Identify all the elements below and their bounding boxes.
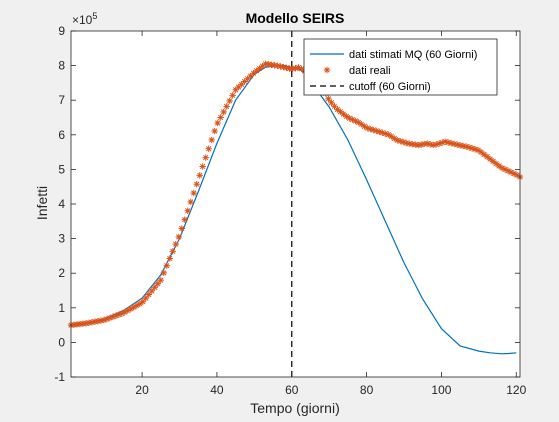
- y-tick-label: 9: [58, 24, 65, 38]
- data-point-reali: [367, 125, 374, 133]
- x-tick-label: 100: [431, 383, 451, 397]
- data-point-reali: [501, 166, 509, 173]
- data-point-reali: [202, 154, 209, 161]
- data-point-reali: [217, 114, 224, 121]
- y-axis-exponent-base: ×10: [72, 13, 93, 27]
- series-layer: [67, 31, 524, 377]
- legend-label-reali: dati reali: [349, 65, 391, 77]
- data-point-reali: [199, 163, 206, 170]
- legend-label-cutoff: cutoff (60 Giorni): [349, 81, 431, 93]
- data-point-reali: [196, 172, 203, 179]
- data-point-reali: [438, 139, 446, 146]
- data-point-reali: [325, 95, 332, 103]
- y-axis-label: Infetti: [34, 186, 50, 220]
- data-point-reali: [187, 198, 194, 206]
- y-tick-label: 0: [58, 335, 65, 349]
- data-point-reali: [223, 103, 230, 110]
- legend-swatch-star: [323, 66, 331, 74]
- legend: dati stimati MQ (60 Giorni) dati reali c…: [303, 38, 498, 96]
- x-tick-label: 80: [360, 383, 374, 397]
- data-point-reali: [181, 216, 188, 223]
- y-tick-label: 4: [58, 197, 65, 211]
- y-tick-label: -1: [54, 370, 65, 384]
- data-point-reali: [160, 269, 167, 277]
- y-tick-label: 8: [58, 59, 65, 73]
- data-point-reali: [190, 189, 197, 197]
- legend-label-stimati: dati stimati MQ (60 Giorni): [349, 49, 477, 61]
- data-point-reali: [166, 255, 173, 262]
- data-point-reali: [229, 92, 236, 99]
- x-axis-label: Tempo (giorni): [250, 400, 339, 416]
- data-point-reali: [373, 127, 380, 135]
- x-tick-label: 40: [210, 383, 224, 397]
- data-point-reali: [184, 207, 191, 214]
- data-point-reali: [214, 119, 221, 127]
- x-tick-label: 60: [285, 383, 299, 397]
- data-point-reali: [226, 97, 233, 105]
- data-point-reali: [211, 127, 218, 135]
- data-point-reali: [328, 99, 335, 106]
- data-point-reali: [471, 146, 479, 153]
- data-point-reali: [340, 110, 347, 118]
- y-tick-label: 2: [58, 266, 65, 280]
- y-tick-label: 6: [58, 128, 65, 142]
- data-point-reali: [247, 72, 254, 80]
- data-point-reali: [435, 140, 443, 147]
- y-tick-label: 7: [58, 93, 65, 107]
- data-point-reali: [175, 233, 182, 241]
- data-point-reali: [163, 262, 170, 269]
- data-point-reali: [208, 136, 215, 144]
- data-point-reali: [205, 145, 212, 152]
- data-point-reali: [220, 108, 227, 116]
- y-tick-label: 1: [58, 301, 65, 315]
- axes-layer: 20 40 60 80 100 120 -1 0 1 2 3 4 5 6 7 8 9: [54, 24, 526, 397]
- y-axis-exponent-power: 5: [92, 11, 97, 21]
- data-point-reali: [121, 308, 129, 316]
- data-point-reali: [235, 83, 242, 91]
- data-point-reali: [397, 137, 404, 145]
- y-axis-exponent: ×105: [72, 11, 97, 27]
- x-tick-label: 20: [135, 383, 149, 397]
- data-point-reali: [178, 225, 185, 232]
- y-tick-label: 3: [58, 232, 65, 246]
- x-tick-label: 120: [506, 383, 526, 397]
- chart-title: Modello SEIRS: [246, 10, 345, 26]
- legend-star-marker: [323, 66, 331, 74]
- data-point-reali: [172, 240, 179, 248]
- data-point-reali: [468, 145, 476, 152]
- legend-box: [303, 38, 498, 96]
- data-point-reali: [157, 276, 164, 284]
- y-tick-label: 5: [58, 162, 65, 176]
- data-point-reali: [169, 248, 176, 255]
- data-point-reali: [193, 181, 200, 188]
